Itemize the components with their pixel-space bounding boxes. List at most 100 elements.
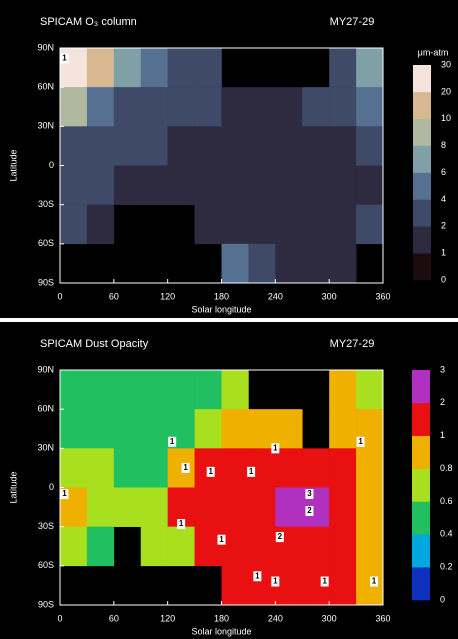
y-tick-label: 30S (38, 521, 54, 531)
heat-cell (194, 165, 222, 205)
colorbar-tick-label: 0.8 (440, 463, 453, 473)
colorbar-tick-label: 2 (441, 221, 446, 231)
heat-cell (86, 48, 115, 88)
heat-cell (167, 448, 195, 488)
heat-cell (60, 126, 88, 166)
heat-cell (86, 126, 115, 166)
chart-subtitle: MY27-29 (330, 338, 375, 350)
heat-cell (60, 448, 88, 488)
y-tick-label: 60S (38, 238, 54, 248)
heat-cell (221, 370, 249, 410)
colorbar-swatch (412, 534, 430, 568)
x-axis-label: Solar longitude (191, 626, 251, 636)
heat-cell (194, 370, 222, 410)
contour-label: 1 (273, 443, 278, 452)
heat-cell (140, 126, 168, 166)
colorbar-tick-label: 0.4 (440, 529, 453, 539)
heat-cell (167, 165, 195, 205)
heat-cell (248, 126, 276, 166)
colorbar-swatch (413, 145, 431, 173)
heat-cell (86, 409, 115, 449)
chart-title: SPICAM O₃ column (40, 16, 137, 28)
contour-label-box (271, 576, 280, 587)
heat-cell (194, 126, 222, 166)
heat-cell (140, 487, 168, 527)
heat-cell (60, 370, 88, 410)
heat-cell (167, 87, 195, 127)
contour-label: 1 (322, 577, 327, 586)
heat-cell (329, 526, 357, 567)
heat-cell (329, 48, 357, 88)
heat-cell (140, 165, 168, 205)
x-tick-label: 360 (375, 291, 390, 301)
colorbar-tick-label: 10 (441, 113, 451, 123)
y-tick-label: 30S (38, 199, 54, 209)
heat-cell (356, 526, 384, 567)
heat-cell (194, 526, 222, 567)
heat-cell (329, 165, 357, 205)
contour-label: 1 (62, 54, 67, 63)
y-tick-label: 0 (49, 482, 54, 492)
heat-cell (329, 370, 357, 410)
heat-cell (248, 487, 276, 527)
contour-label-box (168, 436, 177, 447)
contour-label: 2 (307, 506, 312, 515)
y-axis-label: Latitude (8, 149, 18, 181)
colorbar-tick-label: 20 (441, 86, 451, 96)
contour-label: 1 (255, 571, 260, 580)
heat-cell (221, 565, 249, 606)
heat-cell (356, 448, 384, 488)
heat-cell (248, 565, 276, 606)
heat-cell (60, 409, 88, 449)
contour-label-box (247, 466, 256, 477)
heat-cell (302, 448, 330, 488)
y-tick-label: 90N (37, 364, 54, 374)
colorbar-swatch (412, 370, 430, 404)
x-tick-label: 120 (160, 291, 175, 301)
x-tick-label: 120 (160, 613, 175, 623)
heat-cell (302, 87, 330, 127)
contour-label: 3 (307, 489, 312, 498)
heat-cell (140, 526, 168, 567)
contour-label: 1 (249, 467, 254, 476)
colorbar-swatch (413, 91, 431, 120)
heat-cell (86, 448, 115, 488)
y-tick-label: 0 (49, 160, 54, 170)
heat-cell (275, 409, 303, 449)
heat-cell (329, 204, 357, 245)
contour-label-box (206, 466, 215, 477)
contour-label-box (370, 576, 379, 587)
contour-label: 1 (358, 437, 363, 446)
x-axis-label: Solar longitude (191, 304, 251, 314)
heat-cell (140, 448, 168, 488)
heat-cell (356, 48, 384, 88)
heat-cell (86, 526, 115, 567)
contour-label-box (181, 462, 190, 473)
contour-label-box (356, 436, 365, 447)
heat-cell (356, 165, 384, 205)
colorbar-swatch (413, 226, 431, 254)
contour-label-box (305, 506, 314, 516)
heat-cell (275, 448, 303, 488)
colorbar-swatch (413, 253, 431, 281)
heat-cell (356, 126, 384, 166)
heat-cell (302, 165, 330, 205)
x-tick-label: 360 (375, 613, 390, 623)
colorbar-tick-label: 6 (441, 167, 446, 177)
heat-cell (60, 204, 88, 245)
heat-cell (113, 126, 142, 166)
x-tick-label: 180 (214, 613, 229, 623)
contour-label-box (305, 489, 314, 500)
heat-cell (221, 165, 249, 205)
colorbar-tick-label: 30 (441, 59, 451, 69)
heat-cell (86, 370, 115, 410)
contour-label-box (177, 519, 186, 530)
heat-cell (302, 243, 330, 284)
heat-cell (329, 565, 357, 606)
heat-cell (356, 565, 384, 606)
heat-cell (140, 48, 168, 88)
y-tick-label: 60S (38, 560, 54, 570)
heat-cell (194, 204, 222, 245)
heat-cell (140, 370, 168, 410)
